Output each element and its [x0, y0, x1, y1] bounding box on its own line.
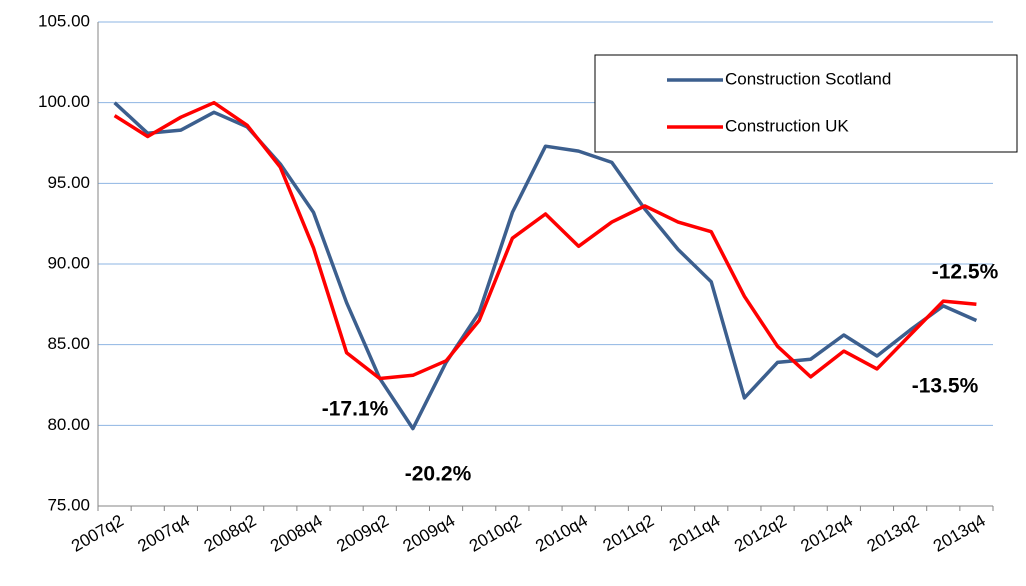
annotation: -13.5%	[912, 375, 979, 398]
legend-label: Construction Scotland	[725, 69, 891, 88]
x-tick-label: 2013q4	[930, 511, 989, 556]
x-tick-label: 2011q4	[666, 511, 724, 555]
x-tick-label: 2008q4	[267, 511, 326, 556]
x-tick-label: 2009q4	[400, 511, 459, 556]
x-tick-label: 2012q4	[797, 511, 856, 556]
series-line	[113, 100, 977, 381]
x-tick-label: 2011q2	[600, 511, 658, 555]
y-tick-label: 105.00	[38, 11, 90, 30]
y-tick-label: 80.00	[47, 415, 90, 434]
y-tick-label: 90.00	[47, 253, 90, 272]
annotation: -12.5%	[932, 261, 999, 284]
y-tick-label: 75.00	[47, 495, 90, 514]
annotation: -20.2%	[405, 463, 472, 486]
y-tick-label: 95.00	[47, 173, 90, 192]
x-tick-label: 2007q2	[68, 511, 127, 556]
legend-label: Construction UK	[725, 116, 849, 135]
x-tick-label: 2008q2	[201, 511, 260, 556]
y-tick-label: 85.00	[47, 334, 90, 353]
x-tick-label: 2009q2	[333, 511, 392, 556]
x-tick-label: 2012q2	[731, 511, 790, 556]
y-tick-label: 100.00	[38, 92, 90, 111]
x-tick-label: 2007q4	[134, 511, 193, 556]
annotation: -17.1%	[322, 398, 389, 421]
x-tick-label: 2013q2	[864, 511, 923, 556]
x-tick-label: 2010q2	[466, 511, 525, 556]
legend-box	[594, 54, 1018, 153]
x-tick-label: 2010q4	[532, 511, 591, 556]
